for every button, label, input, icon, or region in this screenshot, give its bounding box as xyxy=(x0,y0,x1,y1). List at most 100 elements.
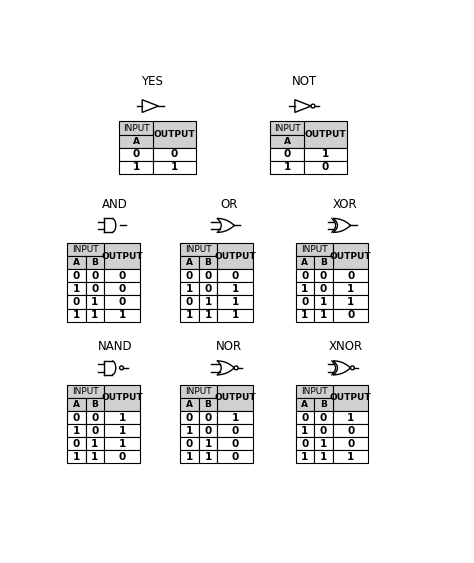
Text: B: B xyxy=(91,258,98,267)
Bar xyxy=(67,243,104,256)
Bar xyxy=(199,437,218,450)
Text: 1: 1 xyxy=(301,452,309,462)
Text: 0: 0 xyxy=(301,413,309,422)
Bar xyxy=(270,122,304,135)
Text: 1: 1 xyxy=(73,426,80,436)
Bar xyxy=(314,269,333,283)
Text: 1: 1 xyxy=(320,439,327,449)
Text: INPUT: INPUT xyxy=(185,387,212,396)
Text: 1: 1 xyxy=(301,310,309,320)
Text: 1: 1 xyxy=(232,413,239,422)
Bar xyxy=(218,309,253,321)
Bar xyxy=(304,122,347,148)
Text: 0: 0 xyxy=(347,271,354,281)
Text: B: B xyxy=(205,258,211,267)
Bar xyxy=(218,283,253,296)
Circle shape xyxy=(234,366,238,370)
Bar xyxy=(296,450,314,463)
Text: A: A xyxy=(186,258,193,267)
Text: 0: 0 xyxy=(232,439,239,449)
Bar xyxy=(104,385,140,411)
Text: 0: 0 xyxy=(204,271,212,281)
Circle shape xyxy=(119,366,124,370)
Bar xyxy=(67,256,86,269)
Bar xyxy=(314,296,333,309)
Bar xyxy=(333,309,368,321)
Bar xyxy=(104,296,140,309)
Bar xyxy=(104,309,140,321)
Text: A: A xyxy=(283,137,291,146)
Text: OUTPUT: OUTPUT xyxy=(154,130,195,139)
Bar xyxy=(296,398,314,411)
Circle shape xyxy=(311,104,315,108)
Text: 0: 0 xyxy=(322,162,329,172)
Bar xyxy=(67,296,86,309)
Bar xyxy=(180,243,218,256)
Bar xyxy=(86,424,104,437)
Text: 0: 0 xyxy=(232,452,239,462)
Bar xyxy=(199,283,218,296)
Bar xyxy=(333,411,368,424)
Bar xyxy=(199,256,218,269)
Bar xyxy=(333,243,368,269)
Bar xyxy=(180,424,199,437)
Text: 0: 0 xyxy=(118,271,126,281)
Bar xyxy=(296,437,314,450)
Text: 1: 1 xyxy=(347,452,354,462)
Bar xyxy=(296,283,314,296)
Text: 0: 0 xyxy=(73,297,80,307)
Text: 1: 1 xyxy=(204,297,212,307)
Bar xyxy=(218,424,253,437)
Text: 0: 0 xyxy=(204,413,212,422)
Text: 0: 0 xyxy=(73,439,80,449)
Bar xyxy=(333,424,368,437)
Bar xyxy=(67,437,86,450)
Bar xyxy=(86,411,104,424)
Bar xyxy=(104,243,140,269)
Bar xyxy=(153,122,196,148)
Text: 1: 1 xyxy=(347,413,354,422)
Text: 1: 1 xyxy=(171,162,178,172)
Text: A: A xyxy=(301,258,309,267)
Bar xyxy=(180,398,199,411)
Text: NOR: NOR xyxy=(216,340,242,353)
Bar xyxy=(67,309,86,321)
Text: 0: 0 xyxy=(186,413,193,422)
Bar xyxy=(296,385,333,398)
Text: 0: 0 xyxy=(118,297,126,307)
Text: 1: 1 xyxy=(322,149,329,159)
Bar xyxy=(314,309,333,321)
Text: 0: 0 xyxy=(301,439,309,449)
Bar xyxy=(314,256,333,269)
Polygon shape xyxy=(142,100,158,113)
Bar xyxy=(314,437,333,450)
Bar xyxy=(218,296,253,309)
Bar xyxy=(304,148,347,160)
Bar xyxy=(199,398,218,411)
Bar xyxy=(199,309,218,321)
Text: 1: 1 xyxy=(91,310,99,320)
Text: 0: 0 xyxy=(132,149,140,159)
Text: INPUT: INPUT xyxy=(301,245,328,254)
Text: 1: 1 xyxy=(91,452,99,462)
Bar xyxy=(199,269,218,283)
Bar xyxy=(104,437,140,450)
Bar xyxy=(296,269,314,283)
Text: XOR: XOR xyxy=(333,198,357,211)
Text: INPUT: INPUT xyxy=(301,387,328,396)
Text: OUTPUT: OUTPUT xyxy=(101,394,143,403)
Text: 1: 1 xyxy=(118,413,126,422)
Text: 0: 0 xyxy=(320,271,327,281)
Text: INPUT: INPUT xyxy=(73,387,99,396)
Bar xyxy=(104,450,140,463)
Text: 0: 0 xyxy=(320,413,327,422)
Bar xyxy=(86,437,104,450)
Text: 1: 1 xyxy=(118,310,126,320)
Bar xyxy=(218,450,253,463)
Text: A: A xyxy=(73,400,80,409)
Text: 1: 1 xyxy=(118,439,126,449)
Text: 1: 1 xyxy=(132,162,140,172)
Text: 0: 0 xyxy=(73,413,80,422)
Text: 1: 1 xyxy=(347,284,354,294)
Text: 0: 0 xyxy=(347,439,354,449)
